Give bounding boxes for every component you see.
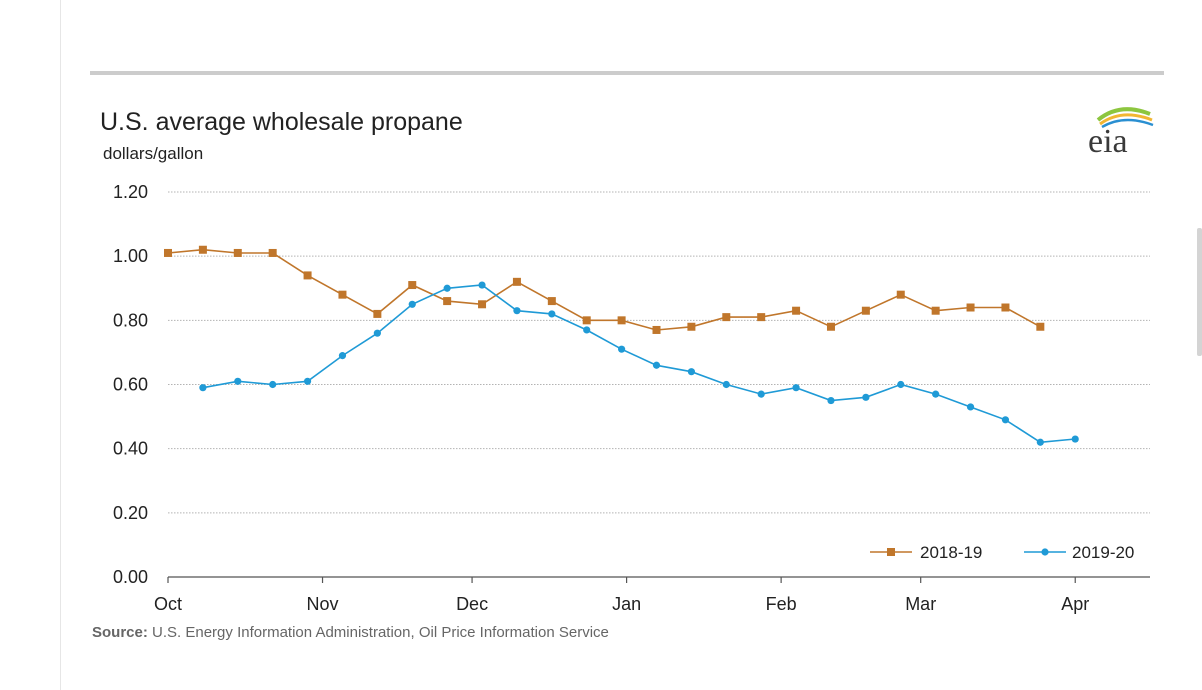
svg-text:eia: eia [1088, 123, 1128, 158]
data-point[interactable] [722, 380, 730, 389]
series-2019-20 [199, 281, 1079, 446]
data-point[interactable] [373, 329, 381, 337]
data-point[interactable] [827, 396, 835, 405]
chart-top-rule [90, 71, 1164, 75]
data-point[interactable] [478, 300, 487, 309]
data-point[interactable] [303, 377, 312, 385]
source-label: Source: [92, 624, 148, 641]
data-point[interactable] [792, 384, 800, 392]
x-tick-label: Apr [1061, 594, 1089, 614]
data-point[interactable] [757, 313, 766, 322]
y-tick-label: 0.00 [113, 567, 148, 587]
series-line [167, 248, 1041, 331]
data-point[interactable] [966, 303, 975, 312]
data-point[interactable] [512, 277, 521, 286]
legend-label: 2019-20 [1072, 543, 1134, 562]
data-point[interactable] [966, 403, 975, 411]
x-tick-label: Mar [905, 594, 936, 614]
data-point[interactable] [1036, 322, 1045, 331]
data-point[interactable] [896, 290, 905, 299]
data-point[interactable] [408, 281, 417, 290]
source-text: U.S. Energy Information Administration, … [152, 624, 609, 641]
data-point[interactable] [338, 352, 347, 360]
legend: 2018-19 2019-20 [870, 543, 1134, 562]
data-point[interactable] [582, 316, 591, 325]
data-point[interactable] [687, 368, 696, 376]
data-point[interactable] [478, 281, 486, 289]
legend-item-2018-19[interactable]: 2018-19 [870, 543, 982, 562]
scrollbar-thumb[interactable] [1197, 228, 1202, 356]
data-point[interactable] [722, 313, 731, 322]
data-point[interactable] [1036, 438, 1044, 446]
data-point[interactable] [443, 284, 451, 292]
data-point[interactable] [932, 390, 940, 398]
legend-label: 2018-19 [920, 543, 982, 562]
data-point[interactable] [652, 325, 661, 334]
data-point[interactable] [1001, 303, 1010, 312]
data-point[interactable] [373, 309, 382, 318]
y-tick-label: 0.80 [113, 310, 148, 330]
data-point[interactable] [268, 248, 277, 257]
data-point[interactable] [513, 307, 521, 315]
data-point[interactable] [687, 322, 696, 331]
y-tick-label: 0.60 [113, 375, 148, 395]
data-point[interactable] [862, 393, 870, 401]
data-point[interactable] [198, 245, 207, 254]
legend-swatch-marker [887, 548, 895, 556]
axes: 0.00 0.20 0.40 0.60 0.80 1.00 1.20 Oct Nov Dec Jan… [113, 182, 1150, 614]
y-tick-label: 0.40 [113, 439, 148, 459]
data-point[interactable] [897, 380, 905, 389]
data-point[interactable] [931, 306, 940, 315]
page-left-border [60, 0, 61, 690]
legend-item-2019-20[interactable]: 2019-20 [1024, 543, 1134, 562]
y-axis-unit-label: dollars/gallon [103, 144, 204, 163]
data-point[interactable] [338, 290, 347, 299]
series [164, 245, 1079, 446]
data-point[interactable] [269, 380, 277, 389]
data-point[interactable] [1071, 435, 1079, 443]
data-point[interactable] [1001, 416, 1010, 424]
data-point[interactable] [861, 306, 870, 315]
y-tick-label: 1.00 [113, 246, 148, 266]
data-point[interactable] [826, 322, 835, 331]
series-2018-19 [164, 245, 1045, 334]
grid-lines [168, 191, 1150, 514]
x-tick-label: Nov [307, 594, 339, 614]
y-tick-label: 0.20 [113, 503, 148, 523]
x-tick-label: Feb [766, 594, 797, 614]
data-point[interactable] [757, 390, 765, 398]
data-point[interactable] [199, 384, 207, 392]
data-point[interactable] [617, 316, 626, 325]
legend-swatch-marker [1041, 548, 1049, 556]
x-tick-label: Dec [456, 594, 488, 614]
data-point[interactable] [792, 306, 801, 315]
source-note: Source: U.S. Energy Information Administ… [92, 624, 609, 641]
y-tick-label: 1.20 [113, 182, 148, 202]
data-point[interactable] [547, 297, 556, 306]
data-point[interactable] [583, 326, 591, 334]
data-point[interactable] [548, 310, 556, 318]
series-line [202, 284, 1076, 444]
x-tick-label: Oct [154, 594, 182, 614]
data-point[interactable] [164, 248, 172, 257]
x-tick-label: Jan [612, 594, 641, 614]
eia-logo: eia [1088, 107, 1154, 158]
data-point[interactable] [443, 297, 452, 306]
chart-title: U.S. average wholesale propane [100, 108, 463, 136]
data-point[interactable] [233, 248, 242, 257]
data-point[interactable] [408, 300, 416, 308]
data-point[interactable] [303, 271, 312, 280]
data-point[interactable] [652, 361, 661, 369]
data-point[interactable] [618, 345, 626, 353]
data-point[interactable] [234, 377, 242, 385]
